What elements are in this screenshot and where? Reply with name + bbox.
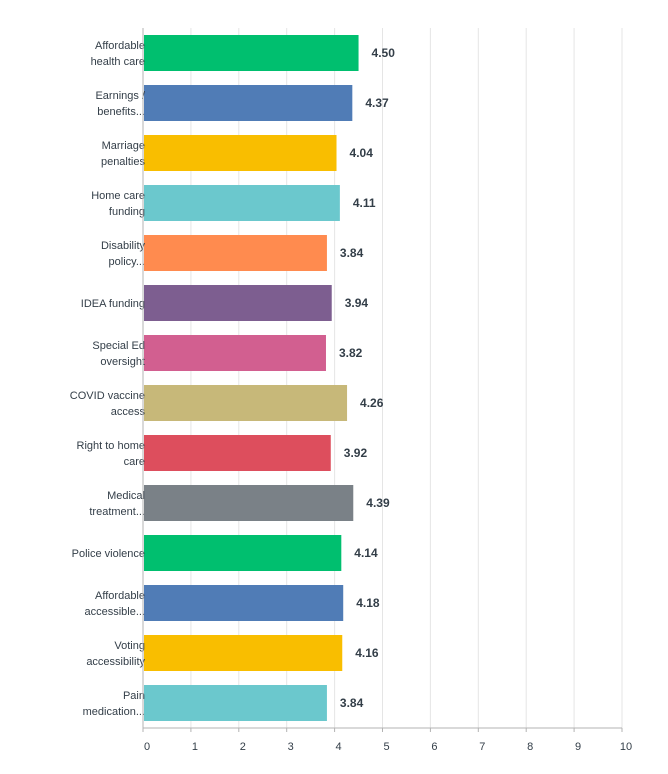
data-label: 3.94 bbox=[345, 296, 369, 310]
category-label: Pain medication... bbox=[83, 690, 145, 718]
category-label: IDEA funding bbox=[81, 298, 145, 310]
x-tick-label: 6 bbox=[431, 741, 437, 753]
bar bbox=[144, 285, 332, 321]
bar bbox=[144, 585, 344, 621]
data-label: 4.16 bbox=[355, 646, 379, 660]
category-label: Voting accessibility bbox=[86, 640, 145, 668]
x-tick-label: 4 bbox=[336, 741, 342, 753]
bar bbox=[144, 85, 353, 121]
category-label: Earnings / benefits... bbox=[95, 90, 145, 118]
category-label: Marriage penalties bbox=[101, 140, 146, 168]
data-label: 4.14 bbox=[354, 546, 378, 560]
category-label: Affordable health care bbox=[91, 40, 145, 68]
x-tick-label: 8 bbox=[527, 741, 533, 753]
data-label: 4.04 bbox=[350, 146, 374, 160]
bar bbox=[144, 635, 343, 671]
data-label: 4.37 bbox=[365, 96, 389, 110]
category-label: Right to home care bbox=[77, 440, 145, 468]
x-axis-ticks: 0 1 2 3 4 5 6 7 8 9 10 bbox=[142, 728, 632, 753]
data-label: 3.82 bbox=[339, 346, 363, 360]
data-label: 4.18 bbox=[356, 596, 380, 610]
x-tick-label: 1 bbox=[192, 741, 198, 753]
bar bbox=[144, 535, 342, 571]
data-label: 4.39 bbox=[366, 496, 390, 510]
category-label: Affordable accessible... bbox=[84, 590, 145, 618]
data-label: 3.84 bbox=[340, 696, 364, 710]
category-label: Home care funding bbox=[91, 190, 145, 218]
data-label: 4.11 bbox=[353, 196, 376, 210]
bar bbox=[144, 235, 327, 271]
bar bbox=[144, 685, 327, 721]
category-label: Medical treatment... bbox=[89, 490, 145, 518]
value-labels: 4.50 4.37 4.04 4.11 3.84 3.94 3.82 4.26 3.92 4.39… bbox=[339, 46, 395, 710]
bar bbox=[144, 485, 354, 521]
bar bbox=[144, 185, 340, 221]
bar bbox=[144, 35, 359, 71]
category-label: Special Ed oversight bbox=[92, 340, 145, 368]
bar bbox=[144, 435, 331, 471]
x-tick-label: 7 bbox=[479, 741, 485, 753]
category-labels: Affordable health care Earnings / benefits.… bbox=[70, 40, 146, 718]
bar bbox=[144, 335, 326, 371]
category-label: COVID vaccine access bbox=[70, 390, 146, 418]
x-tick-label: 3 bbox=[288, 741, 294, 753]
x-tick-label: 9 bbox=[575, 741, 581, 753]
data-label: 4.26 bbox=[360, 396, 384, 410]
data-label: 4.50 bbox=[372, 46, 396, 60]
x-tick-label: 5 bbox=[383, 741, 389, 753]
x-tick-label: 10 bbox=[620, 741, 632, 753]
x-tick-label: 0 bbox=[144, 741, 150, 753]
data-label: 3.84 bbox=[340, 246, 364, 260]
gridlines bbox=[190, 28, 623, 728]
bar bbox=[144, 135, 337, 171]
category-label: Disability policy... bbox=[101, 240, 146, 268]
bar bbox=[144, 385, 348, 421]
bars bbox=[144, 35, 359, 721]
data-label: 3.92 bbox=[344, 446, 368, 460]
x-tick-label: 2 bbox=[240, 741, 246, 753]
category-label: Police violence bbox=[72, 548, 145, 560]
